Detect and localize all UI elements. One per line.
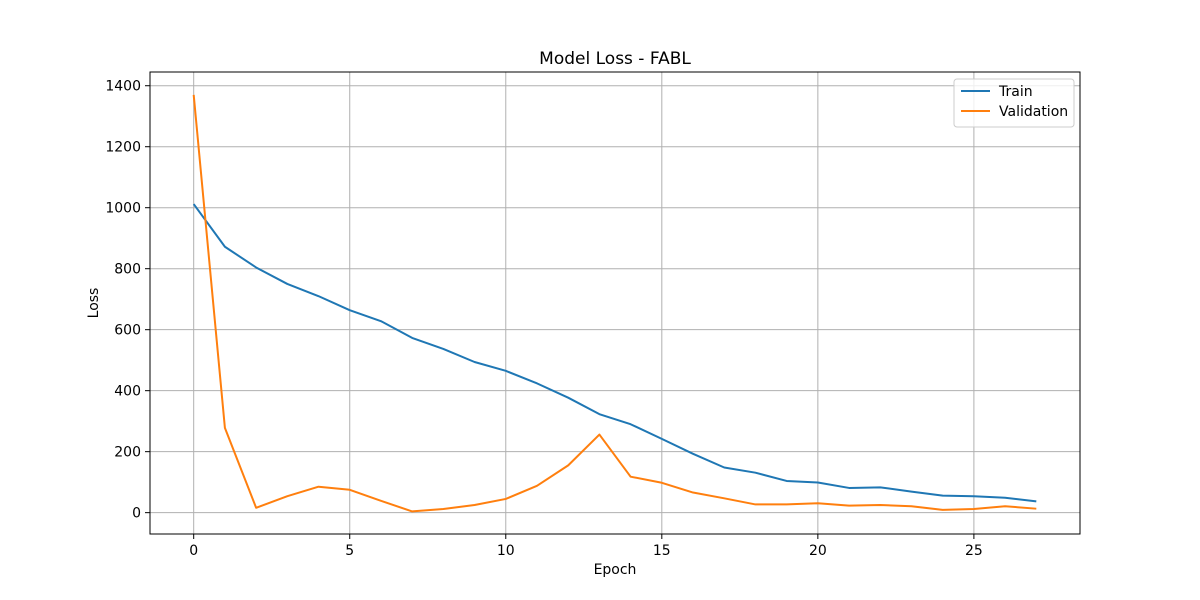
grid-lines <box>150 72 1080 534</box>
x-tick-label: 5 <box>345 543 354 559</box>
y-tick-label: 0 <box>132 506 141 522</box>
x-tick-label: 15 <box>653 543 671 559</box>
y-tick-label: 400 <box>114 384 141 400</box>
x-tick-label: 25 <box>965 543 983 559</box>
y-tick-label: 600 <box>114 323 141 339</box>
y-tick-label: 1400 <box>105 79 141 95</box>
y-tick-label: 1000 <box>105 201 141 217</box>
y-tick-label: 800 <box>114 262 141 278</box>
y-tick-label: 200 <box>114 445 141 461</box>
series-lines <box>192 94 1037 513</box>
y-tick-label: 1200 <box>105 140 141 156</box>
chart-title: Model Loss - FABL <box>539 49 691 69</box>
series-line-train <box>192 203 1037 503</box>
x-tick-label: 0 <box>189 543 198 559</box>
legend: Train Validation <box>953 78 1075 128</box>
legend-label-validation: Validation <box>999 104 1068 120</box>
series-line-validation <box>192 94 1037 513</box>
plot-frame <box>149 71 1081 535</box>
x-tick-label: 10 <box>497 543 515 559</box>
axis-ticks: 0 5 10 15 20 25 0 200 400 600 800 1000 1200 1400 <box>105 79 982 559</box>
legend-label-train: Train <box>998 84 1033 100</box>
y-axis-title: Loss <box>86 288 102 319</box>
x-axis-title: Epoch <box>594 562 637 578</box>
x-tick-label: 20 <box>809 543 827 559</box>
